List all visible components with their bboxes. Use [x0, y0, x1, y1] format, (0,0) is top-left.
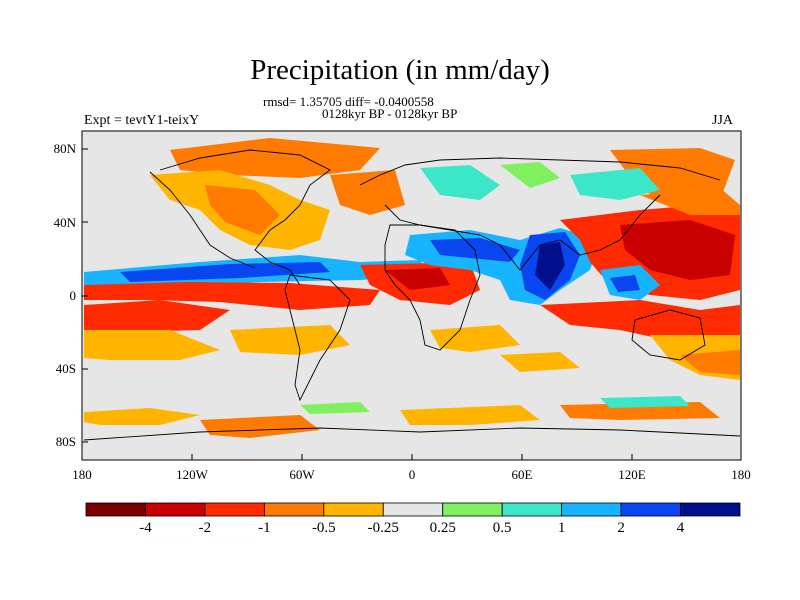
- colorbar-swatch: [382, 502, 444, 517]
- colorbar-swatch: [680, 502, 741, 517]
- colorbar-label: 0.5: [492, 520, 512, 536]
- season-label: JJA: [712, 113, 734, 128]
- anomaly-region: [170, 138, 380, 178]
- coastline-north-america-west: [149, 171, 256, 269]
- colorbar-swatch: [323, 502, 384, 517]
- anomaly-region: [84, 408, 200, 425]
- anomaly-region: [500, 352, 580, 372]
- anomaly-region: [570, 168, 660, 200]
- lon-label-120w: 120W: [176, 467, 208, 482]
- lon-label-180w: 180: [72, 467, 92, 482]
- anomaly-region: [600, 396, 690, 408]
- coastline-australia: [631, 309, 706, 361]
- anomaly-region: [540, 300, 740, 345]
- map-title: Precipitation (in mm/day): [250, 54, 550, 86]
- colorbar-label: -0.25: [367, 520, 399, 536]
- lon-label-180e: 180: [731, 467, 751, 482]
- colorbar-swatch: [145, 502, 206, 517]
- anomaly-region: [500, 162, 560, 188]
- anomaly-region: [84, 330, 220, 360]
- anomaly-region: [535, 242, 565, 290]
- lon-label-0: 0: [408, 467, 416, 482]
- colorbar-label: 4: [676, 520, 685, 536]
- lat-label-0: 0: [69, 288, 77, 303]
- experiment-label: Expt = tevtY1-teixY: [84, 113, 200, 128]
- colorbar-label: 0.25: [429, 520, 456, 536]
- lat-label-80s: 80S: [55, 434, 76, 449]
- colorbar-label: 1: [557, 520, 566, 536]
- coastline-africa: [384, 224, 481, 351]
- anomaly-region: [610, 275, 640, 292]
- colorbar-swatch: [620, 502, 681, 517]
- colorbar-swatch: [442, 502, 503, 517]
- anomaly-region: [640, 188, 740, 215]
- lat-label-80n: 80N: [53, 141, 76, 156]
- coastline-south-america: [284, 274, 351, 402]
- lat-label-40s: 40S: [55, 361, 76, 376]
- colorbar-label: -0.5: [311, 520, 336, 536]
- anomaly-region: [200, 415, 320, 438]
- anomaly-region: [560, 402, 720, 420]
- colorbar-swatch: [263, 502, 325, 517]
- colorbar-swatch: [204, 502, 265, 517]
- axis-ticks: [82, 148, 633, 460]
- coastlines: [83, 149, 741, 441]
- colorbar-label: -2: [198, 520, 212, 536]
- colorbar-label: -4: [139, 520, 152, 536]
- colorbar-label: 2: [617, 520, 625, 536]
- precip-anomaly-field: [84, 138, 740, 438]
- anomaly-region: [680, 350, 740, 375]
- lat-label-40n: 40N: [53, 215, 76, 230]
- anomaly-region: [385, 268, 450, 290]
- colorbar-swatch: [501, 502, 563, 517]
- anomaly-region: [620, 220, 735, 280]
- anomaly-region: [330, 170, 405, 215]
- colorbar-label: -1: [258, 520, 271, 536]
- lon-label-60e: 60E: [511, 467, 533, 482]
- anomaly-region: [84, 300, 230, 332]
- colorbar-swatch: [561, 502, 622, 517]
- anomaly-region: [120, 262, 330, 282]
- stats-subtitle: rmsd= 1.35705 diff= -0.0400558: [263, 94, 434, 109]
- lon-label-60w: 60W: [289, 467, 315, 482]
- period-subtitle: 0128kyr BP - 0128kyr BP: [322, 106, 458, 121]
- anomaly-region: [300, 402, 370, 414]
- colorbar-swatch: [85, 502, 146, 517]
- colorbar: [85, 502, 741, 517]
- coastline-north-america: [159, 149, 331, 286]
- anomaly-region: [420, 165, 500, 200]
- coastline-antarctica: [83, 427, 741, 441]
- anomaly-region: [400, 405, 540, 425]
- lon-label-120e: 120E: [618, 467, 646, 482]
- anomaly-region: [230, 325, 350, 355]
- coastline-eurasia-north: [359, 157, 721, 186]
- anomaly-region: [205, 185, 280, 235]
- anomaly-region: [430, 325, 520, 352]
- anomaly-region: [84, 282, 380, 310]
